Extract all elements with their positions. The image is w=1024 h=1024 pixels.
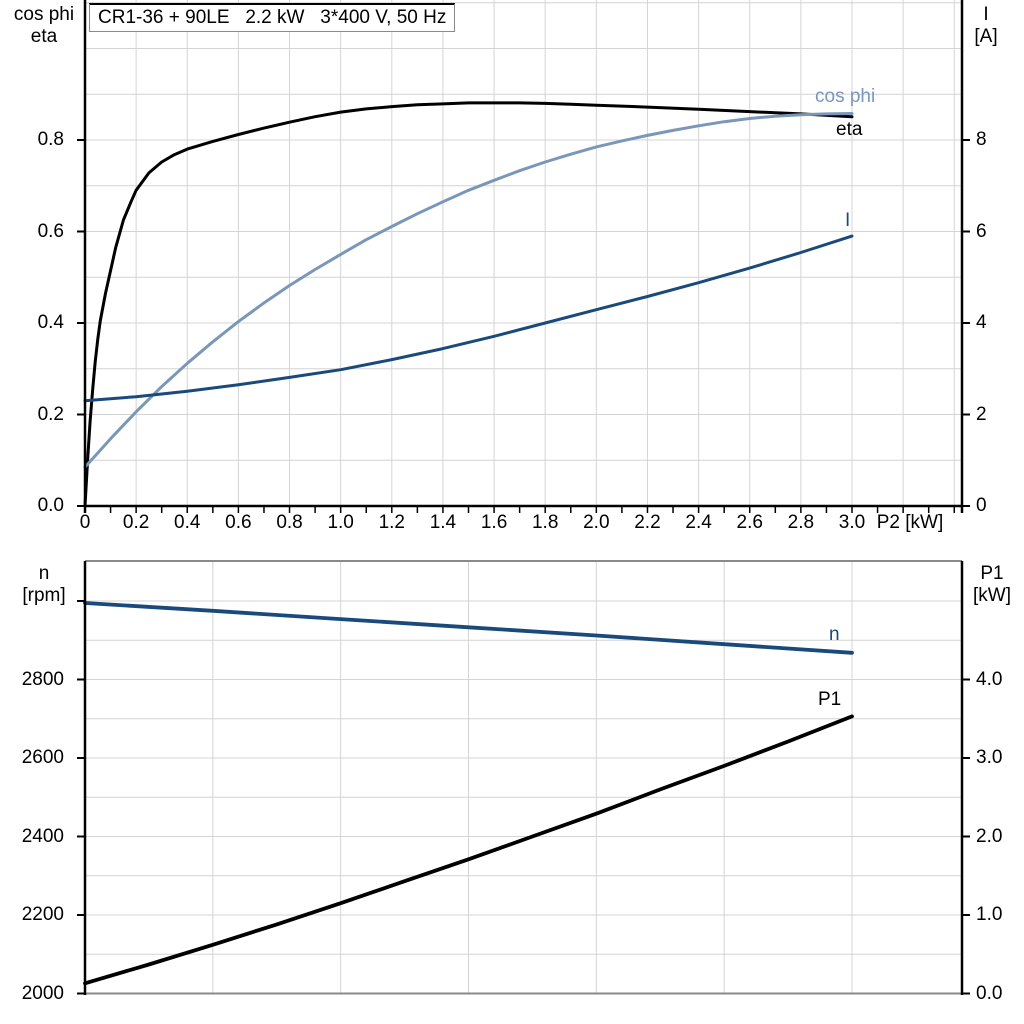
y-tick-label: 0.0 [976, 982, 1003, 1004]
x-tick-label: 2.0 [583, 512, 610, 533]
eta-curve [83, 101, 854, 508]
y-tick-label: 0.2 [37, 403, 64, 425]
y-tick-label: 0.6 [37, 220, 64, 242]
x-tick-label: 0.2 [122, 512, 150, 533]
y-tick-label: 2800 [21, 668, 64, 690]
x-tick-label: 1.0 [327, 512, 354, 533]
y-tick-label: 2200 [21, 904, 64, 925]
x-tick-label: 1.8 [531, 512, 559, 533]
P1-curve [83, 714, 854, 986]
y-tick-label: 2400 [21, 825, 64, 847]
y-tick-label: 2000 [21, 982, 64, 1004]
x-tick-label: 2.2 [634, 512, 661, 533]
x-tick-label: 2.8 [787, 512, 815, 533]
x-tick-label: 2.6 [736, 512, 763, 533]
y-tick-label: 3.0 [976, 747, 1003, 768]
y-tick-label: 2600 [21, 747, 64, 768]
y-tick-label: 0 [976, 495, 987, 516]
x-tick-label: 1.4 [429, 512, 457, 533]
x-tick-label: 0.4 [174, 512, 201, 533]
x-tick-label: 0.8 [276, 512, 303, 533]
x-tick-label: 0 [79, 512, 91, 533]
x-tick-label: 2.4 [685, 512, 712, 533]
title-box: CR1-36 + 90LE 2.2 kW 3*400 V, 50 Hz [89, 3, 456, 32]
x-axis-label: P2 [kW] [876, 512, 944, 533]
x-tick-label: 1.2 [378, 512, 405, 533]
y-tick-label: 0.0 [37, 495, 64, 516]
y-tick-label: 0.8 [37, 129, 64, 150]
y-tick-label: 4.0 [976, 668, 1003, 690]
y-tick-label: 8 [976, 129, 987, 150]
y-tick-label: 2 [976, 403, 987, 425]
y-tick-label: 2.0 [976, 825, 1003, 847]
curve-label-eta: eta [836, 119, 863, 140]
n-curve [83, 601, 854, 655]
x-tick-label: 3.0 [838, 512, 866, 533]
bottom-right-axis-label: P1 [kW] [973, 563, 1011, 606]
bottom-left-axis-label: n [rpm] [22, 563, 66, 606]
x-tick-label: 0.6 [225, 512, 252, 533]
y-tick-label: 6 [976, 220, 987, 242]
curve-label-p1: P1 [818, 689, 842, 710]
top-left-axis-label: cos phi eta [13, 4, 75, 47]
I-curve [83, 234, 854, 403]
y-tick-label: 0.4 [37, 312, 64, 333]
cos-phi-curve [83, 112, 854, 469]
curve-label-cos-phi: cos phi [815, 86, 876, 107]
curve-label-speed: n [829, 624, 840, 645]
y-tick-label: 4 [976, 312, 987, 333]
top-right-axis-label: I [A] [974, 4, 998, 47]
y-tick-label: 1.0 [976, 904, 1003, 925]
curve-label-current: I [845, 210, 851, 231]
x-tick-label: 1.6 [480, 512, 508, 533]
